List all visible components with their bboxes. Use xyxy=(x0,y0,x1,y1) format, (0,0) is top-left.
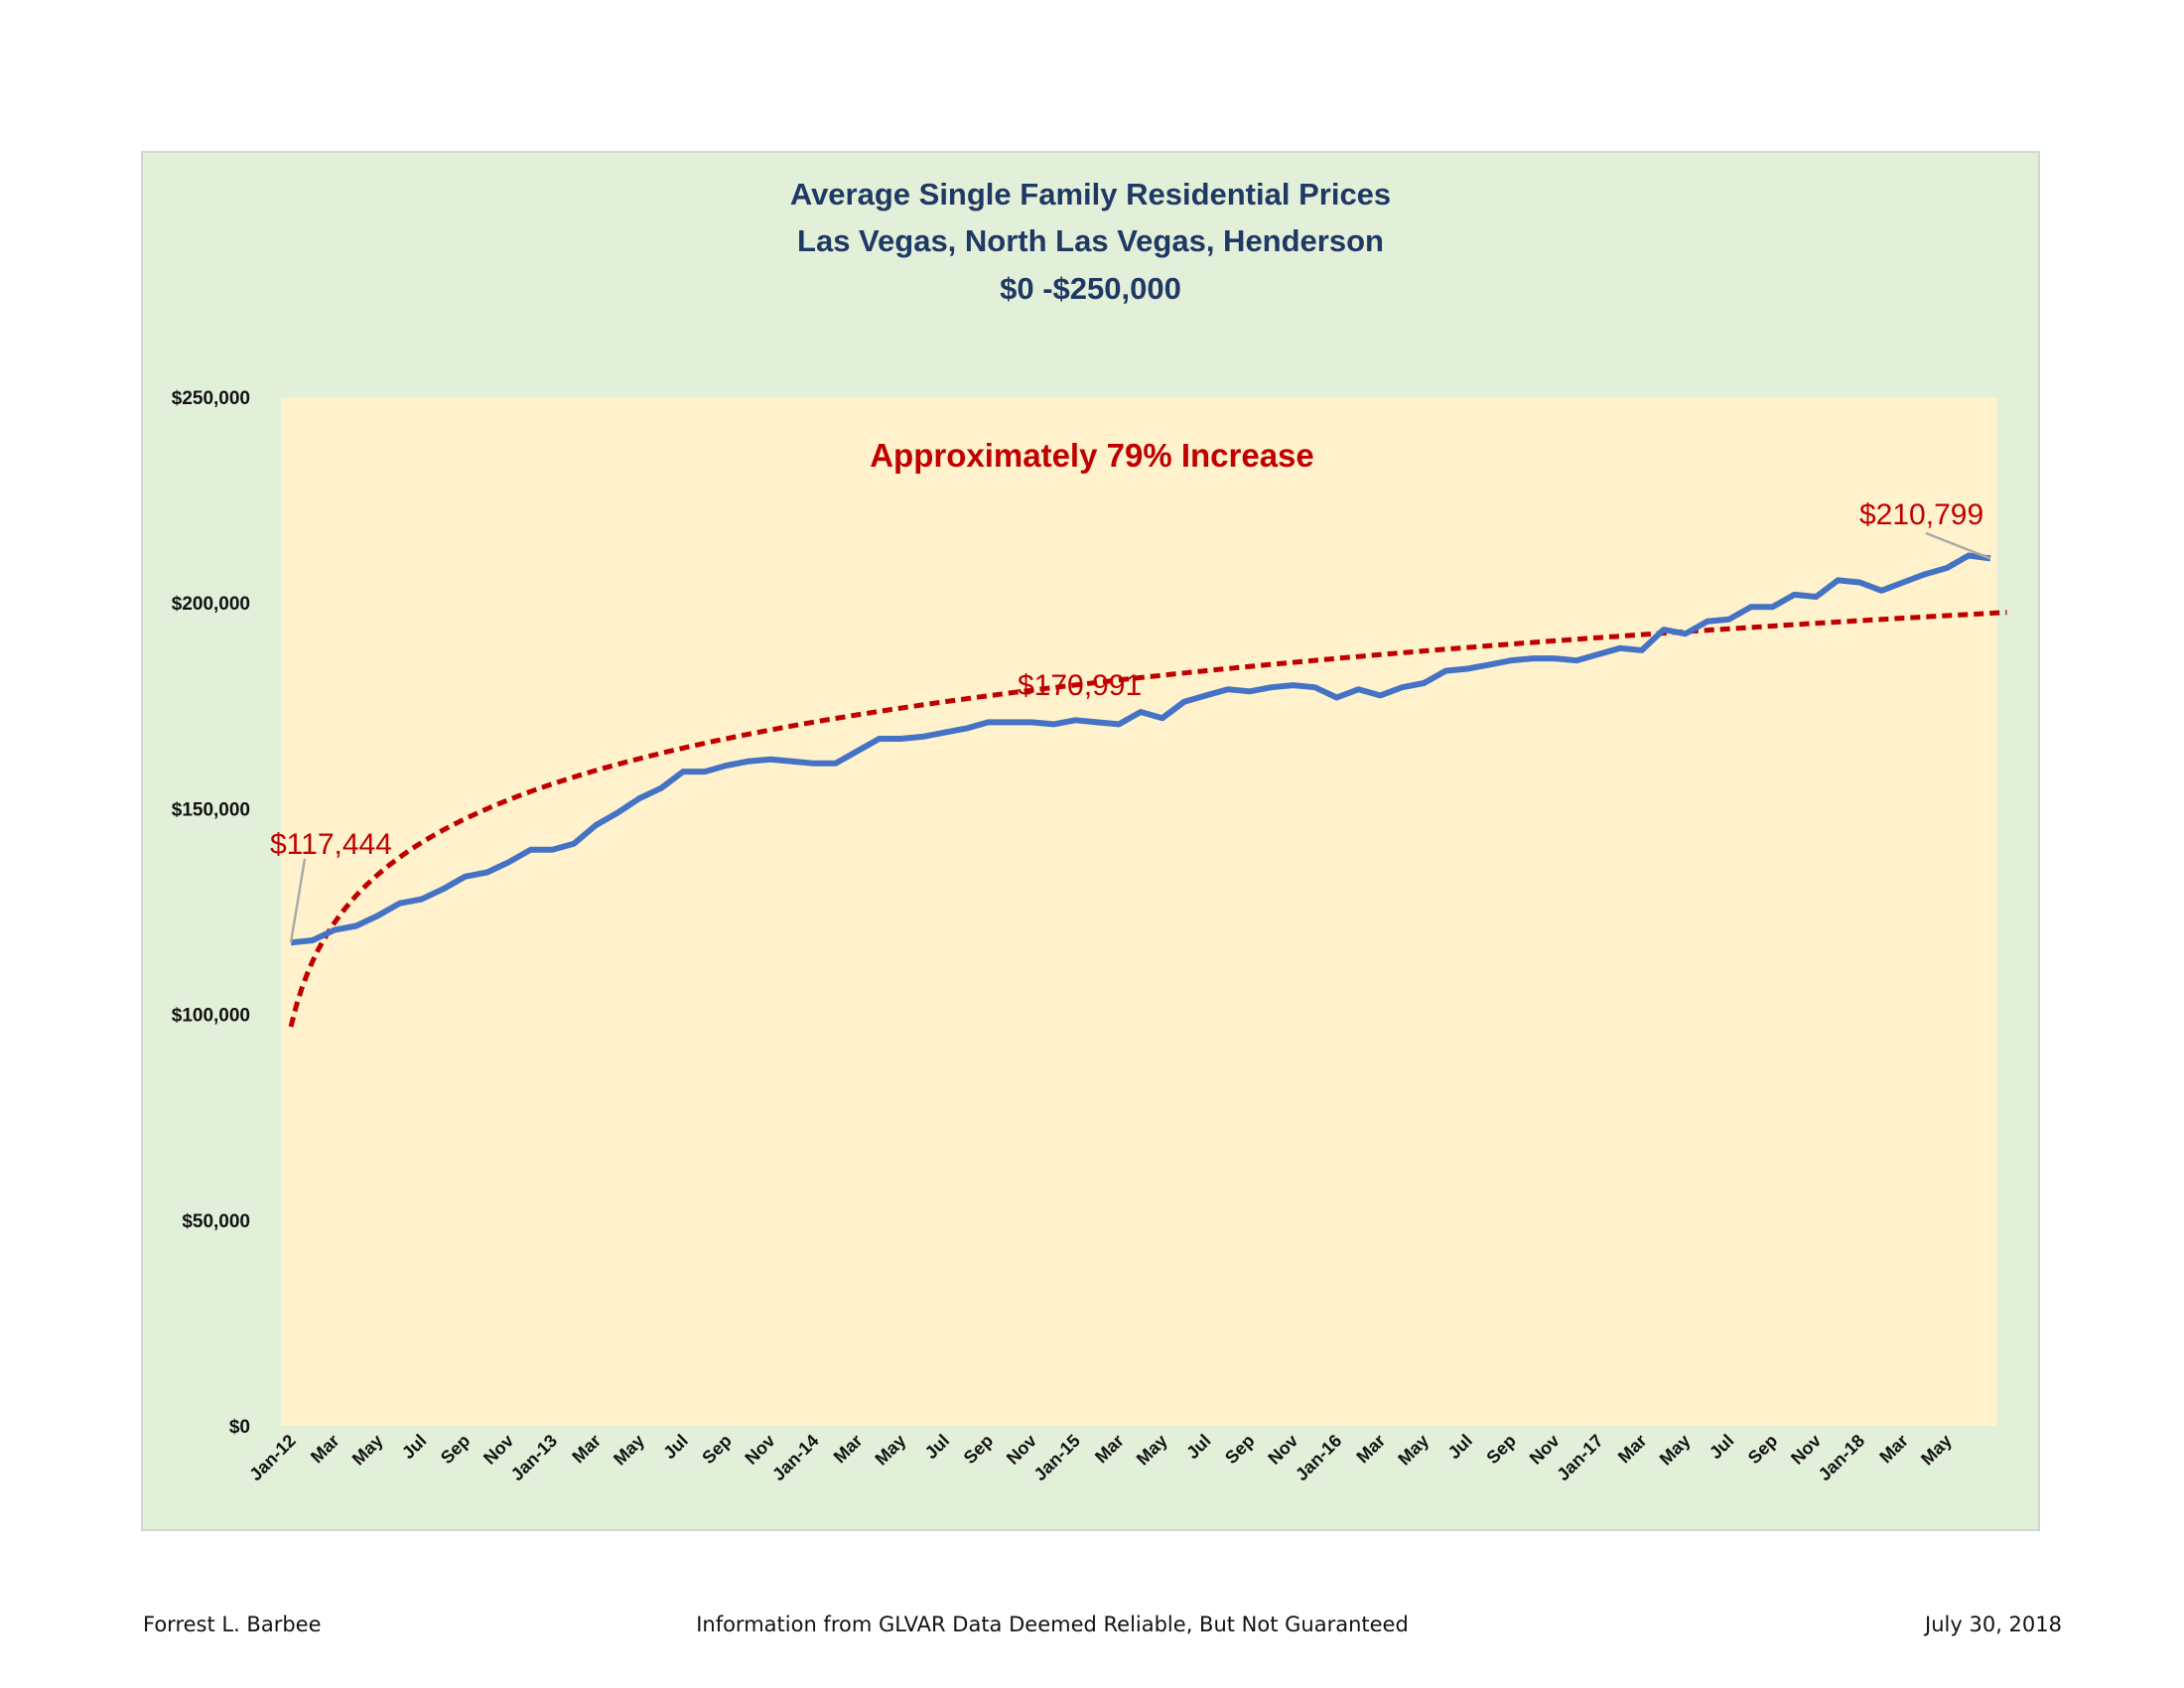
plot-area xyxy=(281,397,1997,1426)
x-tick-label: Mar xyxy=(1352,1431,1389,1468)
x-tick-label: May xyxy=(871,1431,909,1470)
x-tick-label: Nov xyxy=(1003,1431,1040,1469)
x-tick-label: Jul xyxy=(921,1431,954,1464)
increase-annotation: Approximately 79% Increase xyxy=(870,437,1314,474)
callout-leader xyxy=(1925,531,1991,560)
x-tick-label: Jul xyxy=(398,1431,431,1464)
x-tick-label: May xyxy=(1394,1431,1433,1470)
chart-title-line-3: $0 -$250,000 xyxy=(1000,271,1181,306)
end-value-label: $210,799 xyxy=(1859,498,1983,531)
x-tick-label: Sep xyxy=(960,1431,997,1468)
x-tick-label: Nov xyxy=(1526,1431,1564,1469)
x-tick-label: Jul xyxy=(1182,1431,1215,1464)
chart-title-line-2: Las Vegas, North Las Vegas, Henderson xyxy=(797,223,1384,258)
callout-leader xyxy=(289,858,307,943)
y-tick-label: $50,000 xyxy=(182,1211,250,1232)
y-tick-label: $250,000 xyxy=(172,388,250,409)
x-tick-label: Jan-16 xyxy=(1292,1431,1345,1484)
x-tick-label: Mar xyxy=(1091,1431,1128,1468)
x-tick-label: Mar xyxy=(1614,1431,1651,1468)
x-tick-label: May xyxy=(1917,1431,1956,1470)
y-tick-label: $150,000 xyxy=(172,799,250,820)
x-tick-label: Mar xyxy=(1875,1431,1912,1468)
y-tick-label: $100,000 xyxy=(172,1006,250,1027)
mid-value-label: $170,991 xyxy=(1018,669,1142,702)
x-tick-label: Jan-15 xyxy=(1030,1431,1084,1484)
x-tick-label: May xyxy=(610,1431,648,1470)
y-tick-label: $200,000 xyxy=(172,594,250,615)
x-tick-label: Mar xyxy=(830,1431,867,1468)
x-tick-label: Nov xyxy=(479,1431,517,1469)
x-tick-label: May xyxy=(1656,1431,1695,1470)
footer-source: Information from GLVAR Data Deemed Relia… xyxy=(696,1613,1409,1636)
trendline xyxy=(288,610,2007,1028)
x-tick-label: Jan-12 xyxy=(245,1431,299,1484)
x-tick-label: Nov xyxy=(1787,1431,1825,1469)
x-tick-label: May xyxy=(348,1431,387,1470)
x-tick-label: Nov xyxy=(742,1431,779,1469)
x-tick-label: Sep xyxy=(698,1431,735,1468)
x-tick-label: Jul xyxy=(1706,1431,1738,1464)
y-tick-label: $0 xyxy=(229,1417,250,1438)
x-tick-label: Jul xyxy=(659,1431,692,1464)
x-tick-label: Sep xyxy=(437,1431,474,1468)
x-tick-label: Sep xyxy=(1221,1431,1258,1468)
x-tick-label: Sep xyxy=(1744,1431,1781,1468)
x-tick-label: Jan-14 xyxy=(768,1431,822,1484)
x-tick-label: Jan-13 xyxy=(507,1431,561,1484)
x-tick-label: May xyxy=(1133,1431,1171,1470)
footer-author: Forrest L. Barbee xyxy=(143,1613,322,1636)
x-tick-label: Mar xyxy=(307,1431,343,1468)
footer-date: July 30, 2018 xyxy=(1925,1613,2062,1636)
x-tick-label: Jul xyxy=(1444,1431,1477,1464)
x-tick-label: Mar xyxy=(568,1431,605,1468)
chart-title-line-1: Average Single Family Residential Prices xyxy=(789,177,1392,211)
x-tick-label: Sep xyxy=(1482,1431,1519,1468)
start-value-label: $117,444 xyxy=(270,828,392,861)
x-tick-label: Jan-17 xyxy=(1553,1431,1606,1484)
x-tick-label: Nov xyxy=(1264,1431,1301,1469)
x-tick-label: Jan-18 xyxy=(1815,1431,1868,1484)
